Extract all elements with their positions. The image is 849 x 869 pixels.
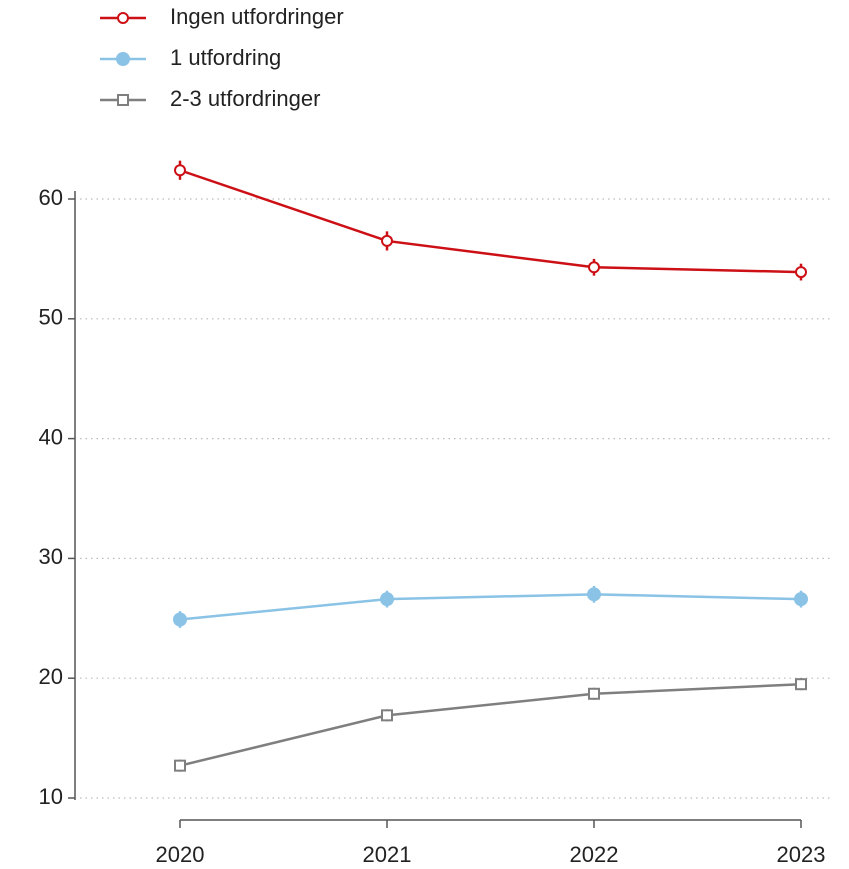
marker	[116, 52, 130, 66]
marker	[381, 234, 393, 247]
marker	[173, 612, 187, 627]
legend-label: 1 utfordring	[170, 45, 281, 70]
marker	[795, 678, 807, 691]
x-tick-label: 2022	[570, 842, 619, 867]
marker	[588, 261, 600, 274]
marker	[795, 266, 807, 279]
marker	[381, 709, 393, 722]
y-tick-label: 20	[39, 664, 63, 689]
y-tick-label: 50	[39, 305, 63, 330]
marker	[380, 592, 394, 607]
series-line	[179, 169, 802, 274]
x-tick-label: 2021	[363, 842, 412, 867]
marker	[117, 12, 129, 24]
legend-label: Ingen utfordringer	[170, 4, 344, 29]
marker	[117, 94, 129, 106]
marker	[174, 759, 186, 772]
marker	[794, 592, 808, 607]
marker	[588, 687, 600, 700]
marker	[587, 587, 601, 602]
x-tick-label: 2023	[777, 842, 826, 867]
legend-label: 2-3 utfordringer	[170, 86, 320, 111]
y-tick-label: 60	[39, 185, 63, 210]
y-tick-label: 40	[39, 424, 63, 449]
series-line	[179, 682, 802, 767]
y-tick-label: 10	[39, 784, 63, 809]
x-tick-label: 2020	[156, 842, 205, 867]
y-tick-label: 30	[39, 544, 63, 569]
series-line	[179, 593, 802, 621]
marker	[174, 164, 186, 177]
